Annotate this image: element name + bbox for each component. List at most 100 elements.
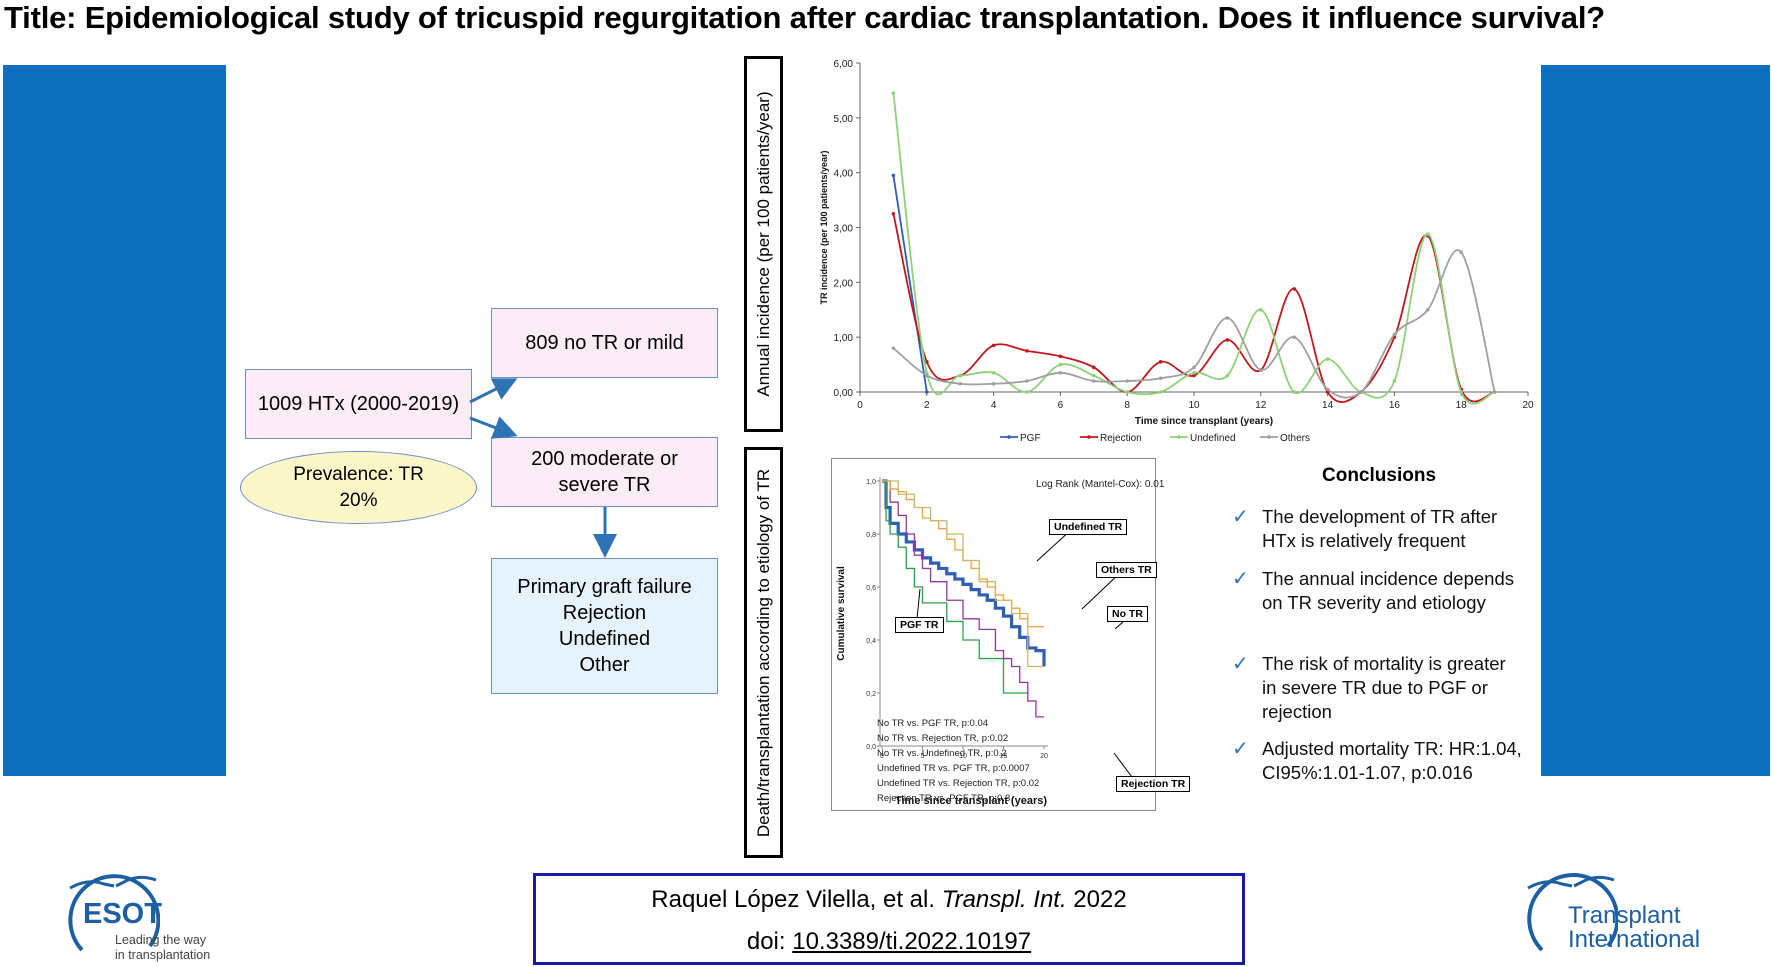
data-point <box>1259 368 1263 372</box>
km-stat: No TR vs. Rejection TR, p:0.02 <box>877 733 1009 744</box>
esot-tagline-2: in transplantation <box>115 948 211 962</box>
legend-label: Others <box>1280 433 1310 444</box>
y-tick-label: 1,0 <box>866 479 876 486</box>
km-stat: Undefined TR vs. PGF TR, p:0.0007 <box>877 763 1030 774</box>
x-axis-label: Time since transplant (years) <box>895 795 1047 807</box>
prevalence-line2: 20% <box>339 489 378 511</box>
data-point <box>1492 390 1497 394</box>
data-point <box>891 346 896 350</box>
esot-hands-icon <box>68 874 160 952</box>
series-line-pgf <box>892 175 928 393</box>
data-point <box>1225 373 1230 378</box>
data-point <box>1325 357 1330 361</box>
legend-marker <box>1087 435 1091 439</box>
data-point <box>1125 390 1129 394</box>
series-line-others <box>892 249 1496 399</box>
data-point <box>1426 307 1430 312</box>
legend-label: PGF <box>1020 433 1041 444</box>
etiology-item: Other <box>579 654 630 676</box>
citation-author: Raquel López Vilella, et al. <box>651 886 942 913</box>
legend-marker <box>1007 435 1011 439</box>
label-pointer <box>916 588 921 620</box>
prevalence-line1: Prevalence: TR <box>293 463 424 485</box>
data-point <box>1192 373 1196 378</box>
data-point <box>891 173 896 178</box>
data-point <box>1292 390 1296 394</box>
arrow-to-moderate <box>469 416 518 439</box>
km-stat: No TR vs. Undefined TR, p:0.2 <box>877 748 1007 759</box>
data-point <box>1058 371 1063 375</box>
ti-line1: Transplant <box>1568 902 1681 929</box>
right-accent-bar <box>1541 65 1770 776</box>
data-point <box>891 91 896 95</box>
data-point <box>1192 365 1196 370</box>
esot-name: ESOT <box>83 898 162 930</box>
citation-box: Raquel López Vilella, et al. Transpl. In… <box>533 873 1245 965</box>
data-point <box>1025 349 1029 353</box>
survival-chart: 0,0 0,2 0,4 0,6 0,8 1,0 0 5 10 15 20 Time since tra… <box>836 477 1133 807</box>
y-axis-label: Cumulative survival <box>836 566 847 661</box>
km-curve-others-tr <box>882 480 1044 668</box>
data-point <box>891 211 896 216</box>
data-point <box>1092 379 1096 383</box>
x-tick-label: 15 <box>1000 753 1008 760</box>
y-axis-label: TR incidence (per 100 patients/year) <box>819 150 829 304</box>
doi-label: doi: <box>746 928 793 955</box>
data-point <box>958 373 962 378</box>
check-icon: ✓ <box>1232 568 1249 590</box>
data-point <box>1359 390 1363 394</box>
x-tick-label: 2 <box>924 400 930 411</box>
conclusion-item: ✓ The annual incidence depends on TR sev… <box>1232 568 1514 613</box>
y-tick-label: 0,8 <box>866 532 876 539</box>
etiology-item: Undefined <box>558 628 651 650</box>
x-tick-label: 20 <box>1522 400 1534 411</box>
check-icon: ✓ <box>1232 653 1249 675</box>
htx-label: 1009 HTx (2000-2019) <box>257 393 460 415</box>
conclusion-item: ✓ The risk of mortality is greater in se… <box>1232 653 1506 722</box>
data-point <box>925 373 929 378</box>
incidence-side-label: Annual incidence (per 100 patients/year) <box>744 56 783 432</box>
data-point <box>1426 232 1430 236</box>
data-point <box>1025 390 1029 394</box>
doi-link[interactable]: 10.3389/ti.2022.10197 <box>792 928 1032 955</box>
moderate-tr-line1: 200 moderate or <box>531 448 678 470</box>
x-tick-label: 16 <box>1389 400 1401 411</box>
esot-tagline-1: Leading the way <box>115 933 207 947</box>
label-rejection-tr: Rejection TR <box>1116 776 1191 792</box>
data-point <box>991 371 996 375</box>
y-tick-label: 0,0 <box>866 744 876 751</box>
x-tick-label: 12 <box>1255 400 1267 411</box>
citation-line: Raquel López Vilella, et al. Transpl. In… <box>536 886 1242 914</box>
data-point <box>1158 376 1163 381</box>
x-tick-label: 0 <box>880 753 884 760</box>
data-point <box>1058 362 1063 367</box>
data-point <box>1225 316 1230 320</box>
data-point <box>1158 360 1163 364</box>
x-tick-label: 10 <box>959 753 967 760</box>
data-point <box>1292 287 1296 291</box>
km-curve-pgf-tr <box>882 480 1028 694</box>
x-tick-label: 4 <box>991 400 997 411</box>
page-title: Title: Epidemiological study of tricuspi… <box>4 0 1605 35</box>
y-tick-label: 2,00 <box>834 278 854 289</box>
x-tick-label: 10 <box>1188 400 1200 411</box>
data-point <box>925 390 929 394</box>
death-side-label: Death/transplantation according to etiol… <box>744 447 783 858</box>
htx-box: 1009 HTx (2000-2019) <box>245 369 472 439</box>
conclusion-item: ✓ The development of TR after HTx is rel… <box>1232 506 1498 551</box>
flow-arrows <box>469 378 617 558</box>
etiology-item: Primary graft failure <box>517 576 692 598</box>
y-tick-label: 0,00 <box>834 388 854 399</box>
data-point <box>925 371 929 375</box>
y-tick-label: 0,4 <box>866 638 876 645</box>
ti-hands-icon <box>1527 873 1618 952</box>
km-stat: Undefined TR vs. Rejection TR, p:0.02 <box>877 778 1040 789</box>
y-tick-label: 5,00 <box>834 114 854 125</box>
y-tick-label: 0,2 <box>866 691 876 698</box>
etiology-box: Primary graft failure Rejection Undefine… <box>491 558 718 694</box>
label-pointer <box>1113 752 1133 778</box>
label-pgf-tr: PGF TR <box>895 617 944 633</box>
data-point <box>1225 338 1230 342</box>
x-tick-label: 18 <box>1456 400 1468 411</box>
left-accent-bar <box>3 65 226 776</box>
